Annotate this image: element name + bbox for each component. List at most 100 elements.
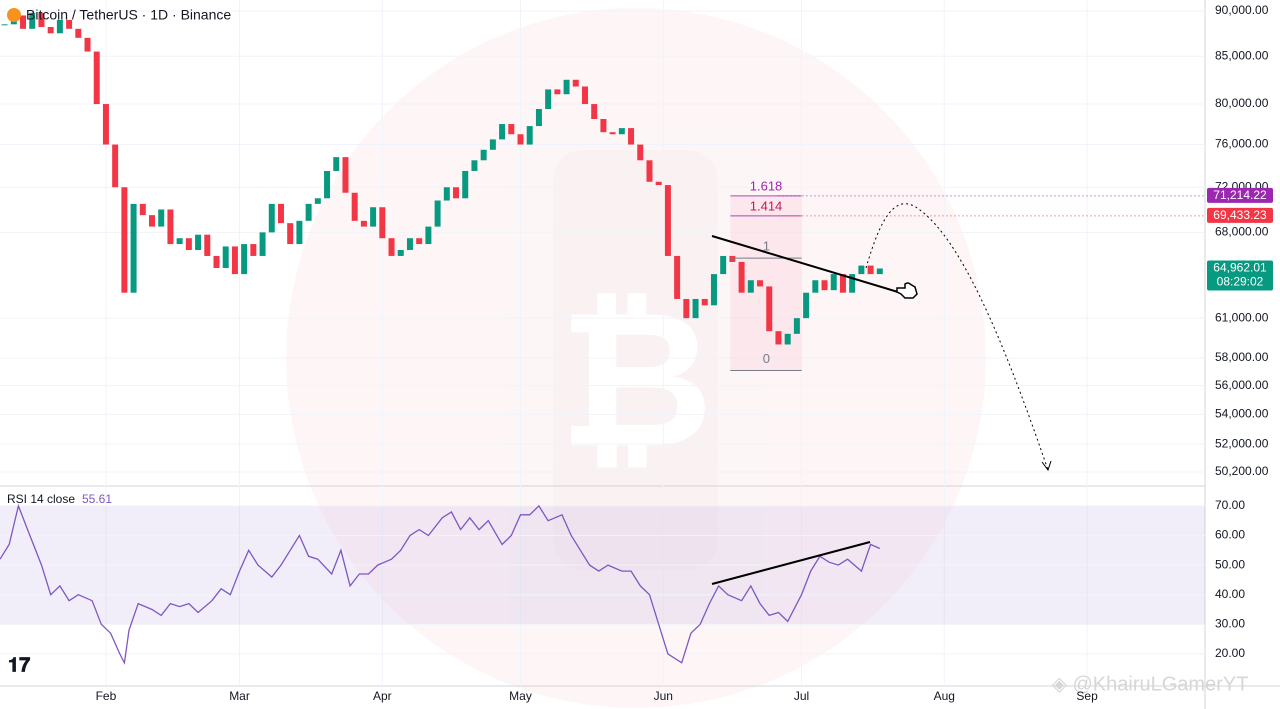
countdown: 08:29:02: [1217, 275, 1264, 289]
x-tick-label: Sep: [1076, 689, 1098, 703]
rsi-trendline: [711, 541, 871, 585]
y-tick-label: 85,000.00: [1215, 48, 1269, 62]
candle-body: [637, 144, 644, 161]
rsi-line: [0, 503, 881, 665]
x-tick-label: Aug: [934, 689, 955, 703]
candle-body: [766, 286, 773, 332]
rsi-tick-label: 30.00: [1215, 616, 1245, 630]
candle-body: [434, 200, 441, 227]
rsi-tick-label: 70.00: [1215, 498, 1245, 512]
candle-body: [775, 331, 782, 345]
candle-body: [213, 255, 220, 268]
y-tick-label: 54,000.00: [1215, 407, 1269, 421]
candle-body: [222, 246, 229, 268]
candle-body: [701, 298, 708, 306]
hand-cursor: [896, 282, 918, 299]
candle-body: [66, 19, 73, 29]
candle-body: [84, 37, 91, 52]
candle-body: [204, 234, 211, 256]
y-tick-label: 68,000.00: [1215, 225, 1269, 239]
candle-body: [139, 203, 146, 216]
candle-body: [121, 187, 128, 293]
candle-body: [499, 124, 506, 140]
rsi-tick-label: 40.00: [1215, 587, 1245, 601]
candle-body: [664, 185, 671, 256]
candle-body: [167, 209, 174, 245]
candle-body: [370, 207, 377, 227]
candle-body: [185, 238, 192, 250]
candle-body: [655, 181, 662, 186]
candle-body: [379, 207, 386, 239]
fib-label: 1.414: [750, 198, 783, 213]
candle-body: [360, 220, 367, 227]
candle-body: [158, 209, 165, 227]
price-label: 64,962.01: [1213, 261, 1267, 275]
candle-body: [56, 19, 63, 34]
candle-body: [342, 157, 349, 193]
watermark-handle: ◈ @KhairuLGamerYT: [1052, 673, 1249, 695]
candle-body: [554, 89, 561, 95]
candle-body: [683, 298, 690, 319]
candle-body: [471, 160, 478, 171]
candle-body: [692, 298, 699, 319]
candle-body: [29, 12, 36, 29]
y-tick-label: 80,000.00: [1215, 96, 1269, 110]
price-label-bg: [1207, 187, 1273, 203]
candle-body: [489, 139, 496, 150]
candle-body: [803, 292, 810, 319]
candle-body: [674, 255, 681, 299]
x-tick-label: Jul: [794, 689, 809, 703]
candle-body: [738, 261, 745, 293]
y-tick-label: 76,000.00: [1215, 137, 1269, 151]
candle-body: [443, 187, 450, 201]
chart-title: Bitcoin / TetherUS · 1D · Binance: [26, 7, 231, 23]
x-tick-label: Mar: [229, 689, 250, 703]
candle-body: [462, 170, 469, 199]
candle-body: [480, 149, 487, 161]
y-tick-label: 90,000.00: [1215, 3, 1269, 17]
candle-body: [572, 79, 579, 87]
candle-body: [720, 255, 727, 275]
rsi-title: RSI 14 close: [7, 492, 75, 506]
candle-body: [351, 192, 358, 221]
candle-body: [600, 119, 607, 133]
candle-body: [858, 265, 865, 275]
fib-label: 1.618: [750, 178, 783, 193]
candle-body: [821, 280, 828, 291]
candle-body: [75, 28, 82, 38]
price-label-bg: [1207, 260, 1273, 291]
rsi-tick-label: 60.00: [1215, 528, 1245, 542]
trendline: [711, 235, 899, 293]
projection-arrow: [1041, 460, 1052, 472]
y-tick-label: 52,000.00: [1215, 436, 1269, 450]
x-tick-label: Feb: [96, 689, 117, 703]
candle-body: [747, 280, 754, 293]
candle-body: [250, 244, 257, 256]
candle-body: [425, 226, 432, 245]
candle-body: [508, 124, 515, 135]
watermark-logo: ₿: [559, 274, 714, 486]
rsi-value: 55.61: [82, 492, 112, 506]
candle-body: [416, 238, 423, 245]
candle-body: [333, 157, 340, 171]
candle-body: [296, 220, 303, 245]
candle-body: [268, 203, 275, 233]
rsi-tick-label: 20.00: [1215, 646, 1245, 660]
candle-body: [517, 134, 524, 145]
candle-body: [453, 187, 460, 199]
candle-body: [1, 24, 8, 26]
fib-label: 1: [763, 239, 770, 254]
candle-body: [729, 255, 736, 262]
candle-body: [526, 126, 533, 145]
candle-body: [710, 274, 717, 306]
candle-body: [830, 274, 837, 291]
candle-body: [287, 223, 294, 245]
candle-body: [149, 215, 156, 227]
candle-body: [20, 15, 27, 29]
candle-body: [102, 104, 109, 145]
candle-body: [406, 238, 413, 250]
candle-body: [867, 265, 874, 275]
tv-logo: 𝟏𝟕: [8, 654, 30, 676]
candle-body: [259, 232, 266, 256]
